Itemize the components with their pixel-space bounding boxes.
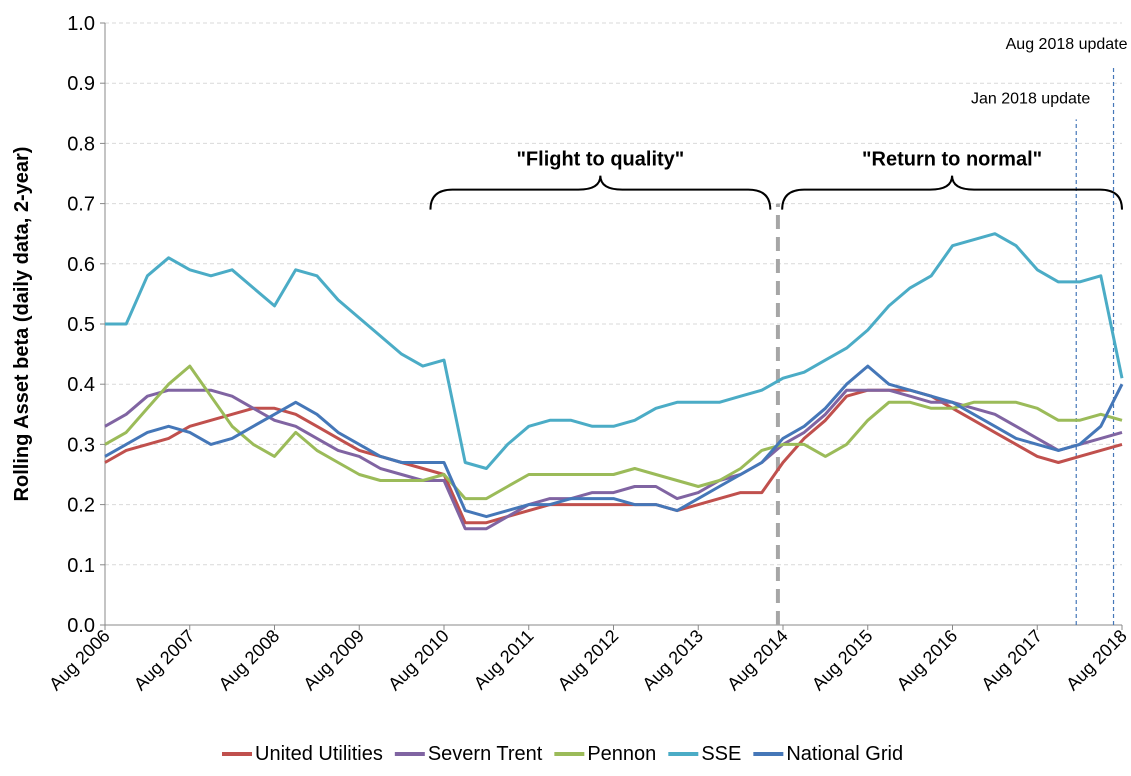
reference-label: Aug 2018 update xyxy=(1006,36,1128,53)
legend-label: United Utilities xyxy=(255,743,383,765)
x-tick-label: Aug 2011 xyxy=(470,626,538,694)
y-tick-label: 0.3 xyxy=(67,434,95,456)
series-line xyxy=(104,364,1124,519)
y-tick-label: 0.4 xyxy=(67,374,95,396)
x-tick-label: Aug 2018 xyxy=(1062,626,1131,695)
y-tick-label: 0.1 xyxy=(67,555,95,577)
y-tick-label: 0.7 xyxy=(67,194,95,216)
x-tick-label: Aug 2007 xyxy=(130,626,199,695)
reference-label: Jan 2018 update xyxy=(971,90,1090,107)
x-tick-label: Aug 2015 xyxy=(808,626,877,695)
y-tick-label: 0.0 xyxy=(67,615,95,637)
legend-label: Severn Trent xyxy=(428,743,543,765)
legend-label: National Grid xyxy=(786,743,903,765)
series-line xyxy=(105,232,1124,470)
y-tick-label: 1.0 xyxy=(67,13,95,35)
x-tick-label: Aug 2017 xyxy=(977,626,1046,695)
x-tick-label: Aug 2016 xyxy=(893,626,962,695)
y-tick-label: 0.9 xyxy=(67,73,95,95)
x-tick-label: Aug 2009 xyxy=(299,626,368,695)
series-line xyxy=(104,364,1123,501)
y-tick-label: 0.2 xyxy=(67,495,95,517)
x-tick-label: Aug 2008 xyxy=(215,626,284,695)
legend-label: SSE xyxy=(701,743,741,765)
x-tick-label: Aug 2013 xyxy=(638,626,707,695)
y-tick-label: 0.6 xyxy=(67,254,95,276)
x-tick-label: Aug 2010 xyxy=(384,626,453,695)
y-tick-label: 0.5 xyxy=(67,314,95,336)
y-tick-label: 0.8 xyxy=(67,133,95,155)
legend-label: Pennon xyxy=(587,743,656,765)
annotation: "Flight to quality" xyxy=(516,149,684,171)
brace xyxy=(429,175,772,210)
annotation: "Return to normal" xyxy=(862,149,1042,171)
x-tick-label: Aug 2012 xyxy=(554,626,623,695)
x-tick-label: Aug 2014 xyxy=(723,626,792,695)
brace xyxy=(781,175,1123,210)
y-axis-label: Rolling Asset beta (daily data, 2-year) xyxy=(11,147,33,502)
